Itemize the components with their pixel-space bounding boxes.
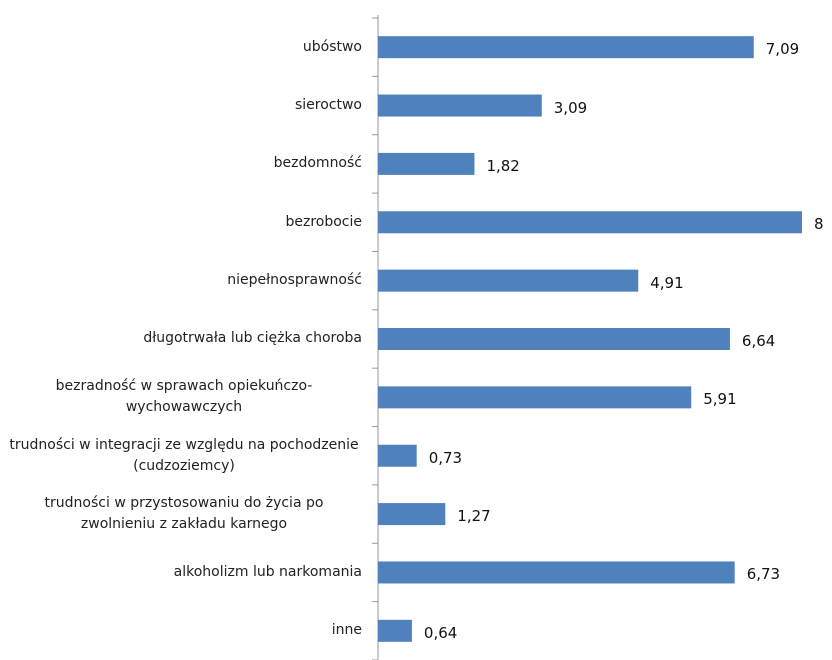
category-label: bezradność w sprawach opiekuńczo-wychowa… [0, 368, 362, 426]
category-label-text: ubóstwo [302, 38, 362, 55]
value-label: 6,73 [747, 564, 780, 584]
category-label: inne [0, 602, 362, 660]
category-label: trudności w integracji ze względu na poc… [0, 427, 362, 485]
value-label-text: 0,73 [428, 448, 463, 467]
value-label-text: 1,82 [486, 156, 520, 175]
value-label-text: 6,64 [741, 332, 776, 350]
category-label-text: trudności w przystosowaniu do życia po z… [44, 495, 324, 533]
bar [378, 269, 639, 292]
category-label: ubóstwo [0, 18, 362, 76]
category-label: długotrwała lub ciężka choroba [0, 310, 362, 368]
value-label: 6,64 [742, 331, 775, 351]
bar [378, 619, 412, 642]
value-label-text: 7,09 [765, 40, 800, 59]
value-label: 1,27 [457, 506, 490, 526]
bar [378, 444, 417, 467]
bar [378, 94, 542, 117]
category-label: trudności w przystosowaniu do życia po z… [0, 485, 362, 543]
category-label-text: inne [331, 622, 362, 639]
value-label: 4,91 [650, 273, 683, 293]
value-label: 0,64 [424, 623, 457, 643]
value-label: 5,91 [703, 389, 736, 409]
bar [378, 152, 475, 175]
value-label: 0,73 [429, 448, 462, 468]
value-label-text: 0,64 [423, 623, 458, 642]
category-label: bezrobocie [0, 193, 362, 251]
category-label-text: trudności w integracji ze względu na poc… [9, 436, 359, 474]
value-label-text: 5,91 [703, 390, 737, 409]
value-label-text: 8 [814, 215, 824, 234]
value-label-text: 4,91 [650, 273, 684, 292]
value-label: 7,09 [766, 39, 799, 59]
category-label: sieroctwo [0, 76, 362, 134]
bar [378, 36, 754, 59]
category-label-text: alkoholizm lub narkomania [173, 563, 362, 580]
category-label-text: długotrwała lub ciężka choroba [143, 330, 362, 347]
category-label-text: bezrobocie [285, 213, 362, 230]
value-label: 1,82 [486, 156, 519, 176]
bar [378, 386, 692, 409]
category-label-text: bezdomność [273, 155, 362, 172]
category-label: alkoholizm lub narkomania [0, 543, 362, 601]
bar [378, 503, 446, 526]
category-label: bezdomność [0, 135, 362, 193]
bar [378, 211, 802, 234]
bar [378, 328, 730, 350]
value-label: 3,09 [554, 98, 587, 118]
value-label-text: 6,73 [746, 565, 781, 584]
category-label-text: sieroctwo [294, 97, 362, 114]
bar [378, 561, 735, 584]
value-label-text: 1,27 [457, 507, 491, 526]
value-label: 8 [814, 214, 824, 234]
value-label-text: 3,09 [553, 98, 588, 117]
category-label: niepełnosprawność [0, 251, 362, 309]
category-label-text: niepełnosprawność [227, 272, 362, 289]
category-label-text: bezradność w sprawach opiekuńczo-wychowa… [55, 378, 313, 416]
